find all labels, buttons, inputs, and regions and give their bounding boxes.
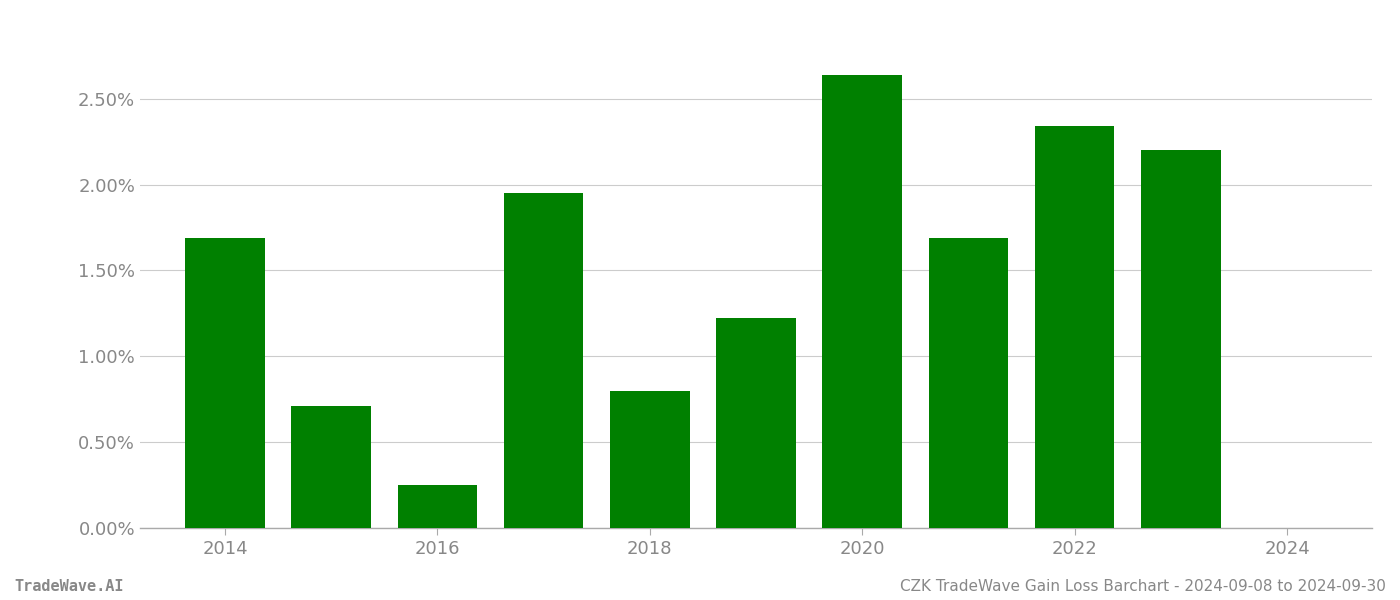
Bar (398, 485, 477, 528)
Text: TradeWave.AI: TradeWave.AI (14, 579, 123, 594)
Bar (291, 406, 371, 528)
Bar (185, 238, 265, 528)
Bar (1035, 126, 1114, 528)
Bar (504, 193, 584, 528)
Bar (928, 238, 1008, 528)
Text: CZK TradeWave Gain Loss Barchart - 2024-09-08 to 2024-09-30: CZK TradeWave Gain Loss Barchart - 2024-… (900, 579, 1386, 594)
Bar (610, 391, 690, 528)
Bar (822, 74, 902, 528)
Bar (1141, 150, 1221, 528)
Bar (717, 319, 795, 528)
